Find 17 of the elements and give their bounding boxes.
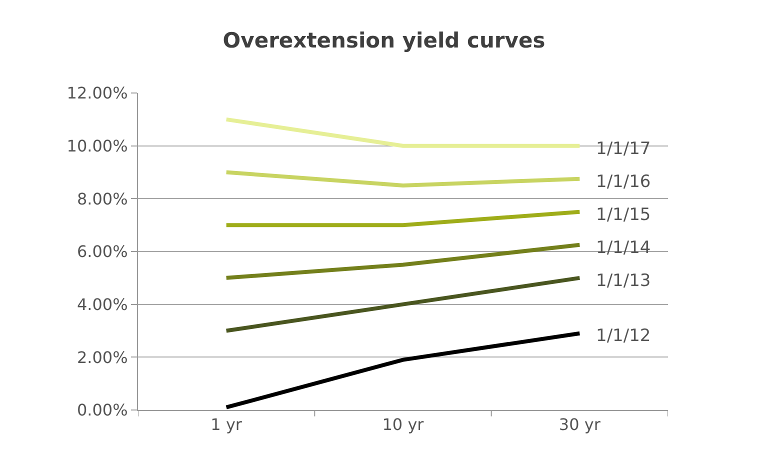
x-tick-label: 30 yr: [558, 415, 601, 434]
y-tick-label: 0.00%: [76, 400, 128, 420]
series-label: 1/1/17: [596, 139, 651, 159]
series-label: 1/1/16: [596, 172, 651, 192]
x-tick-label: 10 yr: [382, 415, 424, 434]
series-label: 1/1/13: [596, 271, 651, 291]
y-tick-label: 12.00%: [66, 84, 128, 103]
y-tick-label: 6.00%: [76, 242, 128, 262]
y-tick-label: 8.00%: [76, 189, 128, 208]
y-tick-label: 2.00%: [76, 348, 128, 367]
series-label: 1/1/14: [596, 238, 651, 258]
chart-title: Overextension yield curves: [222, 28, 546, 52]
y-tick-label: 10.00%: [66, 136, 128, 156]
series-label: 1/1/12: [596, 326, 651, 346]
y-tick-label: 4.00%: [76, 294, 128, 314]
series-label: 1/1/15: [596, 205, 651, 225]
x-tick-label: 1 yr: [210, 415, 242, 434]
